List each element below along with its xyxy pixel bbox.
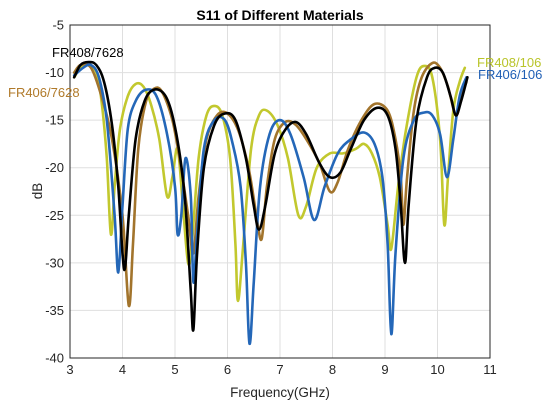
series-line-fr408-7628 xyxy=(72,60,469,332)
y-tick-label: -40 xyxy=(45,351,64,366)
y-tick-label: -30 xyxy=(45,255,64,270)
x-tick-label: 11 xyxy=(483,362,497,377)
x-tick-label: 9 xyxy=(381,362,388,377)
chart-title: S11 of Different Materials xyxy=(196,7,363,23)
x-tick-label: 8 xyxy=(329,362,336,377)
plot-frame xyxy=(69,24,491,359)
series-line-fr408-106 xyxy=(72,63,467,303)
x-tick-label: 7 xyxy=(276,362,283,377)
series-line-fr406-106 xyxy=(72,63,468,346)
annotation-fr408-7628: FR408/7628 xyxy=(52,45,124,60)
x-tick-label: 3 xyxy=(66,362,73,377)
x-tick-labels: 3 4 5 6 7 8 9 10 11 xyxy=(66,362,496,377)
y-axis-label: dB xyxy=(30,183,45,200)
y-tick-label: -35 xyxy=(45,303,64,318)
annotation-fr406-7628: FR406/7628 xyxy=(8,85,80,100)
y-tick-label: -20 xyxy=(45,160,64,175)
x-tick-label: 4 xyxy=(119,362,126,377)
y-tick-label: -5 xyxy=(52,18,64,33)
series-line-fr406-7628 xyxy=(72,61,468,308)
y-tick-label: -15 xyxy=(45,113,64,128)
y-tick-label: -10 xyxy=(45,65,64,80)
annotation-fr408-106: FR408/106 xyxy=(477,55,541,70)
x-tick-label: 5 xyxy=(171,362,178,377)
annotation-fr406-106: FR406/106 xyxy=(478,67,542,82)
y-tick-labels: -40 -35 -30 -25 -20 -15 -10 -5 xyxy=(45,18,64,366)
series-lines xyxy=(72,60,469,346)
x-axis-label: Frequency(GHz) xyxy=(230,385,330,400)
y-tick-label: -25 xyxy=(45,208,64,223)
x-tick-label: 6 xyxy=(224,362,231,377)
x-tick-label: 10 xyxy=(430,362,444,377)
